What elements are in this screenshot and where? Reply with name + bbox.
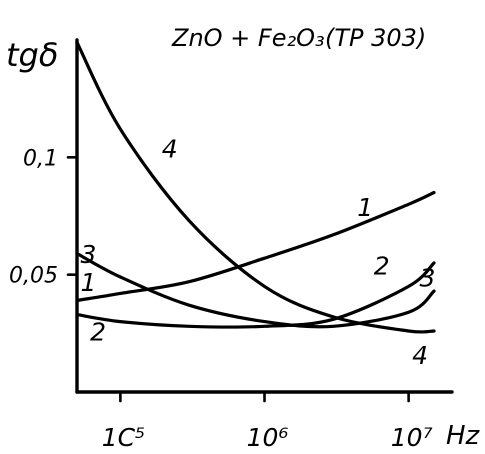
- curve-label-1-0: 1: [357, 193, 373, 222]
- y-tick-label-0: 0,1: [23, 146, 58, 171]
- curve-label-1-1: 1: [80, 268, 96, 297]
- curve-label-4-7: 4: [412, 341, 428, 370]
- y-axis-label: tgδ: [6, 36, 58, 74]
- curve-label-4-6: 4: [162, 134, 178, 163]
- curve-label-3-5: 3: [419, 263, 435, 292]
- series-line-3: [75, 251, 436, 329]
- series-group: [75, 40, 436, 334]
- series-line-1: [75, 190, 436, 303]
- chart-subtitle: (TP 303): [325, 24, 426, 52]
- x-tick-label-2: 10⁷: [391, 423, 433, 452]
- tick-group: 1C⁵ 10⁶ 10⁷ 0,1 0,05: [9, 146, 433, 452]
- series-line-2: [75, 261, 436, 329]
- curve-label-3-4: 3: [80, 240, 96, 269]
- series-line-4: [75, 40, 436, 334]
- y-tick-label-1: 0,05: [9, 264, 58, 289]
- x-tick-label-1: 10⁶: [247, 423, 289, 452]
- curve-label-2-3: 2: [90, 317, 106, 346]
- chart-title: ZnO + Fe₂O₃: [171, 24, 325, 52]
- x-axis-unit: Hz: [446, 421, 481, 451]
- curve-label-2-2: 2: [374, 252, 390, 281]
- x-tick-label-0: 1C⁵: [102, 423, 145, 452]
